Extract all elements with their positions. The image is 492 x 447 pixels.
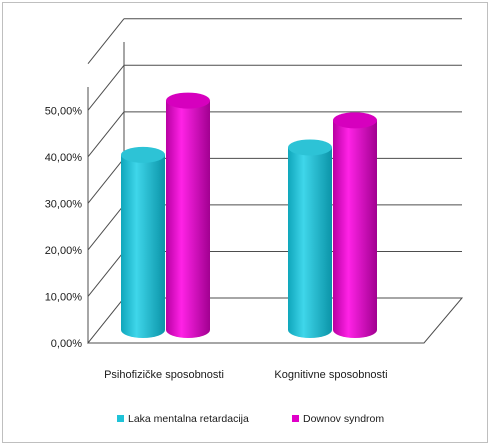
- legend-swatch: [117, 415, 124, 422]
- gridline-side: [87, 18, 125, 65]
- bar-top: [166, 92, 210, 109]
- bar-top: [333, 112, 377, 129]
- legend-label: Laka mentalna retardacija: [128, 413, 249, 425]
- x-category-label: Kognitivne sposobnosti: [274, 369, 387, 381]
- y-tick-label: 10,00%: [45, 291, 83, 303]
- gridline-side: [87, 251, 125, 297]
- gridline-side: [87, 158, 125, 204]
- bar-lmr: [288, 139, 332, 338]
- bar-body: [121, 154, 165, 338]
- x-axis-categories: Psihofizičke sposobnosti Kognitivne spos…: [104, 369, 387, 381]
- legend-swatch: [292, 415, 299, 422]
- bar-downov: [333, 112, 377, 338]
- bar-top: [121, 146, 165, 163]
- y-tick-label: 50,00%: [45, 105, 83, 117]
- bar-top: [288, 139, 332, 156]
- bar-body: [288, 147, 332, 338]
- bars: [121, 92, 377, 338]
- y-tick-label: 40,00%: [45, 152, 83, 164]
- y-tick-label: 20,00%: [45, 245, 83, 257]
- bar-body: [333, 120, 377, 338]
- gridline-side: [87, 111, 125, 158]
- bar-body: [166, 100, 210, 338]
- gridline-side: [87, 64, 125, 111]
- x-category-label: Psihofizičke sposobnosti: [104, 369, 224, 381]
- bar-downov: [166, 92, 210, 338]
- gridline-side: [87, 204, 125, 251]
- legend: Laka mentalna retardacija Downov syndrom: [117, 413, 384, 425]
- y-axis-ticks: 0,00% 10,00% 20,00% 30,00% 40,00% 50,00%: [45, 105, 83, 350]
- y-tick-label: 0,00%: [51, 338, 82, 350]
- legend-label: Downov syndrom: [303, 413, 384, 425]
- bar-lmr: [121, 146, 165, 338]
- y-tick-label: 30,00%: [45, 198, 83, 210]
